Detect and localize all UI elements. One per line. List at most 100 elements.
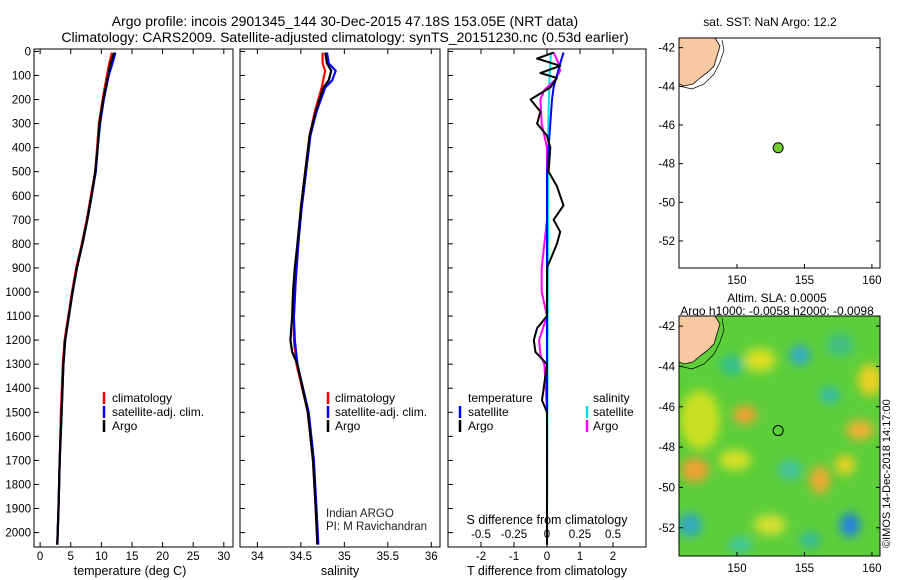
s-tick-label: 0.5 (605, 529, 621, 541)
x-tick-label: 10 (95, 551, 108, 563)
depth-tick-label: 1200 (5, 335, 31, 347)
x-tick-label: 35.5 (377, 551, 399, 563)
figure-title-line2: Climatology: CARS2009. Satellite-adjuste… (61, 29, 628, 45)
lat-tick-label: -42 (658, 321, 675, 333)
legend-label-argo: Argo (112, 419, 138, 433)
climatology-line (56, 52, 113, 545)
argo-float-location (772, 425, 784, 437)
land-mass-tasmania (679, 38, 721, 87)
depth-tick-label: 200 (12, 95, 31, 107)
salinity-x-ticks: 34 34.5 35 35.5 36 (251, 49, 438, 563)
legend-label-climatology: climatology (335, 391, 395, 405)
lat-tick-label: -48 (658, 442, 675, 454)
imos-watermark: ©IMOS 14-Dec-2018 14:17:00 (881, 399, 893, 548)
depth-tick-label: 1400 (5, 383, 31, 395)
depth-tick-label: 400 (12, 143, 31, 155)
shelf-contour (679, 317, 725, 370)
sla-map-frame (678, 315, 881, 557)
depth-tick-label: 600 (12, 191, 31, 203)
x-tick-label: 0 (544, 551, 550, 563)
lon-tick-label: 160 (862, 275, 881, 287)
t-satellite-diff-line (546, 52, 565, 545)
sla-lon-ticks: 150 155 160 (727, 552, 881, 575)
legend-label-satellite: satellite-adj. clim. (335, 405, 427, 419)
salinity-axes-frame (239, 48, 441, 548)
x-tick-label: 1 (577, 551, 583, 563)
depth-tick-label: 0 (25, 46, 31, 58)
lon-tick-label: 160 (862, 563, 881, 575)
legend-label-salt-argo: Argo (593, 419, 619, 433)
lon-tick-label: 150 (727, 275, 746, 287)
depth-tick-label: 700 (12, 215, 31, 227)
lat-tick-label: -44 (658, 81, 675, 93)
credit-line2: PI: M Ravichandran (326, 521, 427, 533)
legend-temp-header: temperature (468, 391, 533, 405)
t-argo-diff-line (529, 51, 565, 545)
sla-map-panel: Altim. SLA: 0.0005 Argo h1000: -0.0058 h… (658, 291, 881, 575)
sla-heatmap (679, 316, 880, 556)
depth-tick-label: 100 (12, 70, 31, 82)
sla-blobs (679, 333, 880, 553)
satellite-line (292, 52, 337, 545)
depth-tick-label: 1800 (5, 479, 31, 491)
depth-tick-label: 500 (12, 167, 31, 179)
lat-tick-label: -48 (658, 159, 675, 171)
lat-tick-label: -50 (658, 197, 675, 209)
land-mass-tasmania (679, 316, 721, 365)
s-tick-label: -0.25 (501, 529, 527, 541)
sla-map-title-line2: Argo h1000: -0.0058 h2000: -0.0098 (680, 304, 874, 318)
salinity-series (240, 50, 337, 545)
depth-tick-labels: 0 100 200 300 400 500 600 700 800 900 1000 1100 1200… (5, 46, 39, 540)
t-difference-label: T difference from climatology (467, 564, 628, 578)
sst-map-frame (678, 37, 881, 269)
lon-tick-label: 155 (795, 275, 814, 287)
legend-label-climatology: climatology (112, 391, 172, 405)
sst-lat-ticks: -42 -44 -46 -48 -50 -52 (658, 43, 880, 248)
lat-tick-label: -42 (658, 43, 675, 55)
x-tick-label: 2 (610, 551, 616, 563)
temperature-legend: climatology satellite-adj. clim. Argo (102, 391, 204, 433)
depth-tick-label: 800 (12, 239, 31, 251)
sla-map-title-line1: Altim. SLA: 0.0005 (727, 291, 827, 305)
x-tick-label: 15 (126, 551, 139, 563)
temperature-panel: 0100200300400500600700800900100011001200… (5, 46, 234, 578)
x-tick-label: 30 (217, 551, 230, 563)
depth-tick-label: 1600 (5, 431, 31, 443)
sla-lat-ticks: -42 -44 -46 -48 -50 -52 (658, 321, 880, 535)
argo-line (56, 52, 116, 545)
legend-label-temp-satellite: satellite (468, 405, 509, 419)
depth-tick-label: 300 (12, 119, 31, 131)
difference-panel: -2 -1 0 1 2 -0.5 -0.25 0 0.25 0.5 temperature sa… (447, 48, 647, 578)
lon-tick-label: 150 (727, 563, 746, 575)
depth-tick-label: 1000 (5, 287, 31, 299)
depth-tick-label: 1100 (6, 311, 31, 323)
s-tick-label: 0.25 (569, 529, 591, 541)
difference-x-ticks: -2 -1 0 1 2 (476, 49, 616, 563)
depth-tick-label: 900 (12, 263, 31, 275)
x-tick-label: 34.5 (290, 551, 312, 563)
satellite-line (56, 52, 117, 545)
x-tick-label: 36 (425, 551, 438, 563)
credit-line1: Indian ARGO (326, 508, 394, 520)
salinity-x-label: salinity (321, 564, 360, 578)
s-difference-label: S difference from climatology (467, 513, 629, 527)
depth-tick-label: 1300 (5, 359, 31, 371)
sst-map-title: sat. SST: NaN Argo: 12.2 (703, 15, 837, 29)
depth-tick-label: 1900 (5, 504, 31, 516)
salinity-difference-ticks: -0.5 -0.25 0 0.25 0.5 (471, 529, 621, 541)
lon-tick-label: 155 (795, 563, 814, 575)
legend-label-salt-satellite: satellite (593, 405, 634, 419)
x-tick-label: 0 (37, 551, 43, 563)
lat-tick-label: -52 (658, 236, 675, 248)
x-tick-label: 35 (338, 551, 351, 563)
s-tick-label: -0.5 (471, 529, 491, 541)
temperature-x-ticks: 0 5 10 15 20 25 30 (37, 49, 230, 563)
x-tick-label: 20 (156, 551, 169, 563)
argo-line (289, 52, 333, 545)
legend-label-satellite: satellite-adj. clim. (112, 405, 204, 419)
depth-tick-label: 1700 (5, 455, 31, 467)
lat-tick-label: -46 (658, 120, 675, 132)
legend-label-argo: Argo (335, 419, 361, 433)
climatology-line (292, 52, 327, 545)
